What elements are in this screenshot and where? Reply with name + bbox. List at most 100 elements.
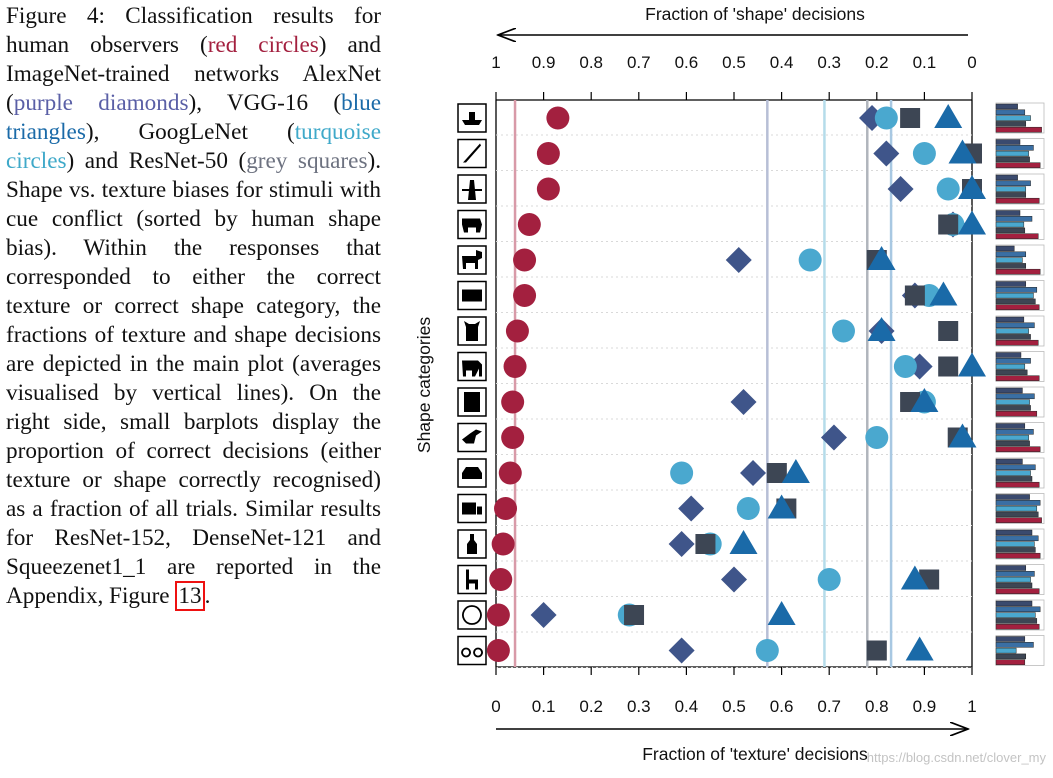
barplot-bar	[995, 659, 1026, 665]
barplot-bar	[995, 623, 1040, 630]
barplot-bar	[995, 358, 1031, 364]
bottom-tick-label: 0.1	[532, 697, 556, 716]
googlenet-point-truck	[736, 497, 760, 520]
barplot-bar	[995, 221, 1025, 228]
dog-icon	[457, 245, 487, 275]
resnet-50-point-elephant	[938, 356, 959, 377]
barplot-chair	[995, 564, 1045, 595]
human-observers-point-cat	[505, 319, 529, 343]
legend-human: red circles	[207, 32, 319, 58]
airplane-icon	[457, 174, 487, 204]
barplot-bar	[995, 375, 1040, 381]
bottom-tick-label: 0	[491, 697, 500, 716]
caption-label: Figure 4:	[6, 3, 105, 29]
alexnet-point-oven	[730, 389, 757, 415]
top-axis-title: Fraction of 'shape' decisions	[645, 4, 865, 24]
barplot-bar	[995, 541, 1035, 547]
googlenet-point-airplane	[936, 177, 960, 201]
legend-alexnet: purple diamonds	[13, 90, 189, 116]
barplot-bottle	[995, 528, 1045, 560]
resnet-50-point-clock	[624, 605, 645, 625]
barplot-bar	[995, 245, 1015, 252]
human-observers-point-chair	[489, 568, 513, 591]
barplot-bar	[995, 197, 1040, 204]
vgg-16-point-airplane	[958, 175, 986, 199]
barplot-bar	[995, 145, 1034, 151]
googlenet-point-boat	[874, 106, 898, 130]
bottom-axis-title: Fraction of 'texture' decisions	[642, 744, 868, 764]
resnet-50-point-bear	[938, 214, 959, 235]
top-tick-label: 0.3	[817, 53, 841, 72]
human-observers-point-bird	[501, 426, 525, 449]
barplot-bar	[995, 115, 1031, 121]
barplot-bar	[995, 440, 1030, 447]
human-observers-point-bear	[517, 213, 541, 236]
barplot-bar	[995, 210, 1021, 216]
clock-icon	[457, 600, 487, 630]
top-tick-label: 0	[967, 53, 976, 72]
barplot-bar	[995, 156, 1030, 163]
alexnet-point-bird	[820, 424, 847, 451]
legend-googlenet: turquoise circles	[6, 119, 381, 174]
barplot-bar	[995, 292, 1034, 299]
bottom-tick-label: 0.6	[770, 697, 794, 716]
alexnet-point-bicycle	[668, 637, 695, 664]
barplot-bar	[995, 109, 1026, 116]
googlenet-point-bicycle	[755, 639, 779, 662]
googlenet-point-car	[670, 461, 694, 485]
barplot-bar	[995, 216, 1033, 222]
barplot-bar	[995, 162, 1041, 168]
vgg-16-point-keyboard	[929, 281, 958, 306]
barplot-bar	[995, 529, 1033, 536]
vgg-16-point-clock	[767, 601, 796, 625]
human-observers-point-dog	[513, 248, 537, 272]
figure-13-link[interactable]: 13	[175, 581, 205, 611]
barplot-bar	[995, 281, 1027, 287]
barplot-bar	[995, 328, 1029, 334]
barplot-bar	[995, 423, 1026, 429]
barplot-bar	[995, 547, 1036, 553]
barplot-bar	[995, 150, 1029, 157]
barplot-oven	[995, 386, 1045, 418]
cat-icon	[457, 316, 487, 346]
human-observers-point-car	[498, 461, 522, 485]
top-tick-label: 1	[491, 53, 500, 72]
barplot-bar	[995, 227, 1026, 234]
vgg-16-point-chair	[900, 565, 929, 590]
vgg-16-point-truck	[767, 494, 796, 519]
barplot-bar	[995, 588, 1040, 594]
barplot-airplane	[995, 173, 1045, 205]
vgg-16-point-oven	[910, 388, 939, 412]
bottom-tick-label: 0.9	[913, 697, 937, 716]
barplot-bar	[995, 352, 1022, 358]
alexnet-point-truck	[678, 495, 705, 522]
resnet-50-point-bottle	[695, 534, 716, 554]
resnet-50-point-bicycle	[866, 640, 887, 661]
vgg-16-point-bicycle	[905, 636, 934, 661]
barplot-bar	[995, 470, 1031, 476]
human-observers-point-knife	[536, 142, 560, 165]
barplot-bar	[995, 500, 1041, 506]
vgg-16-point-dog	[867, 246, 896, 270]
barplot-bar	[995, 618, 1038, 624]
vgg-16-point-knife	[948, 139, 977, 164]
bottom-tick-label: 0.4	[675, 697, 699, 716]
elephant-icon	[457, 351, 487, 382]
bottle-icon	[457, 529, 487, 559]
legend-vgg: blue triangles	[6, 90, 382, 145]
resnet-50-point-boat	[900, 108, 921, 128]
barplot-bar	[995, 576, 1031, 583]
barplot-bar	[995, 571, 1035, 577]
resnet-50-point-cat	[938, 321, 959, 341]
bottom-tick-label: 0.8	[865, 697, 889, 716]
barplot-bar	[995, 399, 1030, 405]
alexnet-point-knife	[873, 140, 900, 167]
human-observers-point-boat	[546, 106, 570, 130]
barplot-bar	[995, 552, 1041, 559]
barplot-bar	[995, 126, 1042, 133]
bottom-tick-label: 0.2	[579, 697, 603, 716]
barplot-bar	[995, 298, 1036, 305]
barplot-bar	[995, 316, 1025, 323]
bird-icon	[457, 422, 487, 453]
barplot-bar	[995, 476, 1033, 482]
